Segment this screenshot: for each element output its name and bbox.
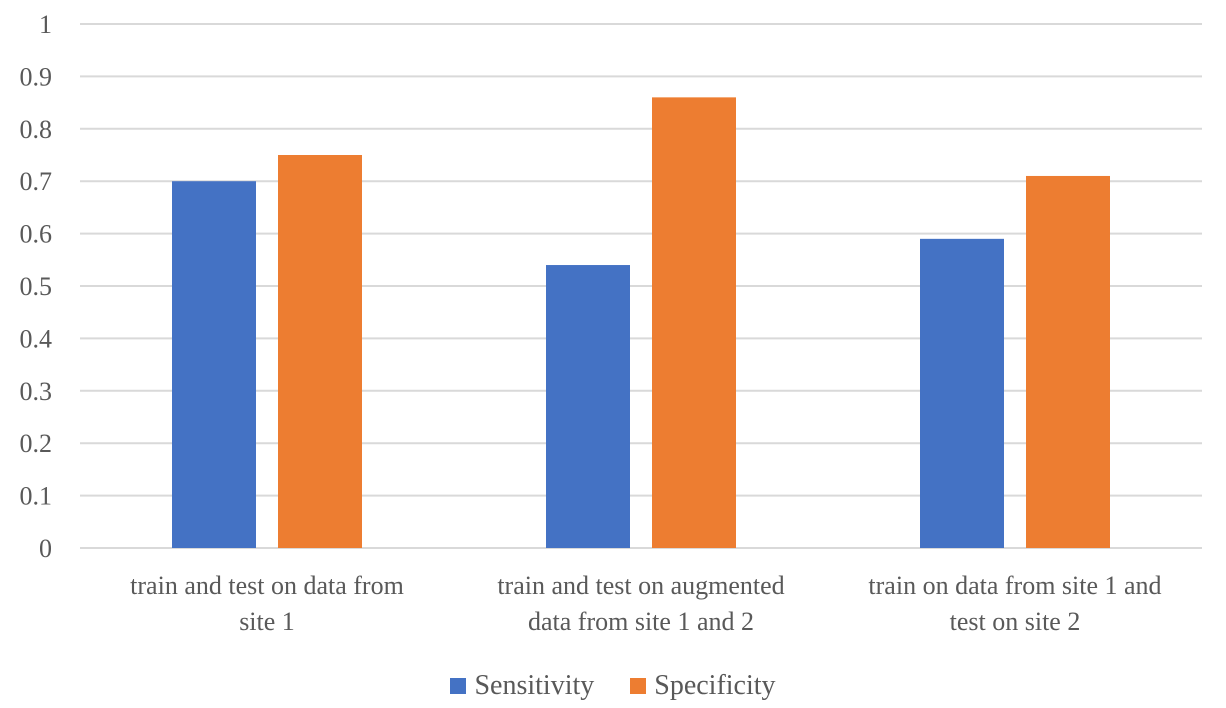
bar-chart: 0 0.1 0.2 0.3 0.4 0.5 0.6 0.7 0.8 0.9 1 train and … [20, 10, 1202, 636]
y-tick-label: 0.2 [20, 429, 53, 458]
bar-specificity-2 [652, 97, 736, 549]
gridlines [80, 23, 1202, 549]
y-tick-label: 1 [39, 10, 52, 39]
y-tick-label: 0.6 [20, 220, 53, 249]
y-tick-label: 0.7 [20, 167, 53, 196]
bar-specificity-3 [1026, 175, 1110, 548]
y-tick-label: 0.1 [20, 482, 53, 511]
legend-label-specificity: Specificity [654, 670, 776, 701]
y-tick-label: 0.8 [20, 115, 53, 144]
legend-item-specificity: Specificity [630, 670, 776, 702]
y-tick-label: 0 [39, 534, 52, 563]
category-label: train on data from site 1 and [868, 571, 1161, 600]
legend-item-sensitivity: Sensitivity [450, 670, 594, 702]
y-tick-label: 0.4 [20, 324, 53, 353]
bar-sensitivity-1 [172, 181, 256, 548]
legend-swatch-specificity [630, 678, 647, 694]
category-label: train and test on augmented [497, 571, 784, 600]
category-label: site 1 [239, 607, 295, 636]
category-label: test on site 2 [950, 607, 1081, 636]
bars [172, 97, 1110, 549]
y-tick-label: 0.3 [20, 377, 53, 406]
bar-specificity-1 [278, 155, 362, 548]
category-label: train and test on data from [130, 571, 404, 600]
y-axis-ticks: 0 0.1 0.2 0.3 0.4 0.5 0.6 0.7 0.8 0.9 1 [20, 10, 53, 563]
category-labels: train and test on data from site 1 train a… [130, 571, 1161, 636]
category-label: data from site 1 and 2 [528, 607, 754, 636]
bar-sensitivity-3 [920, 238, 1004, 548]
legend-swatch-sensitivity [450, 678, 467, 694]
y-tick-label: 0.5 [20, 272, 53, 301]
bar-sensitivity-2 [546, 265, 630, 548]
legend: Sensitivity Specificity [0, 670, 1226, 702]
legend-label-sensitivity: Sensitivity [474, 670, 595, 701]
y-tick-label: 0.9 [20, 62, 53, 91]
